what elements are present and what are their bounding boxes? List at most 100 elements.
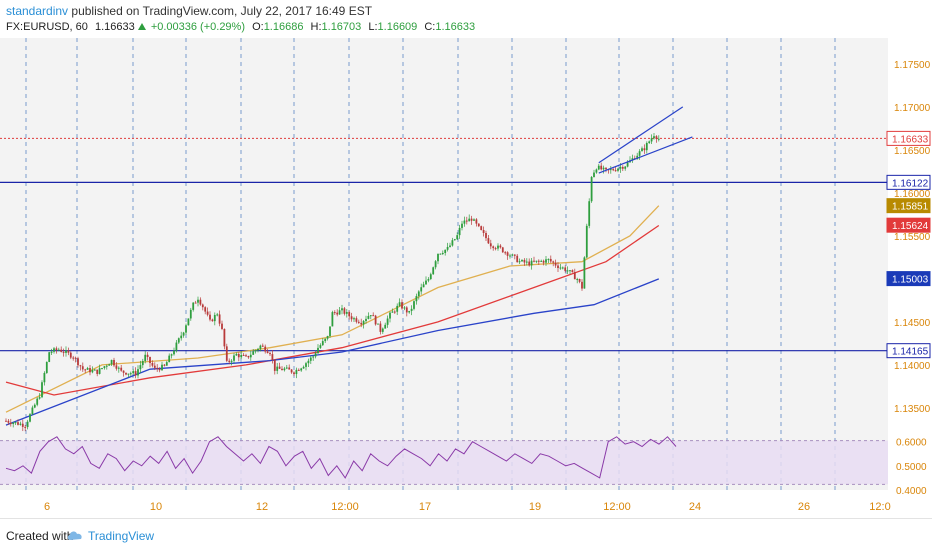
candle-body — [79, 365, 82, 367]
candle-body — [192, 302, 195, 310]
candle-body — [381, 328, 384, 332]
candle-body — [237, 353, 240, 358]
candle-body — [314, 353, 317, 357]
candle-body — [521, 259, 523, 262]
candle-body — [401, 302, 403, 309]
footer: Created with TradingView — [0, 518, 932, 551]
candle-body — [475, 219, 478, 224]
candle-body — [494, 248, 497, 250]
price-label-box — [886, 217, 931, 233]
candle-body — [199, 299, 202, 305]
candle-body — [343, 308, 346, 314]
candle-body — [333, 312, 336, 314]
symbol-label[interactable]: FX:EURUSD, 60 — [6, 21, 88, 33]
price-chart[interactable]: 1.135001.140001.145001.150001.155001.160… — [0, 38, 932, 518]
candles — [5, 132, 660, 432]
candle-body — [511, 254, 514, 256]
candle-body — [170, 354, 173, 356]
candle-body — [403, 307, 406, 309]
candle-body — [153, 365, 156, 368]
candle-body — [600, 165, 603, 170]
candle-body — [338, 310, 341, 315]
candle-body — [72, 357, 75, 359]
candle-body — [38, 397, 41, 399]
candle-body — [182, 332, 185, 336]
candle-body — [266, 351, 269, 354]
candle-body — [602, 167, 605, 170]
candle-body — [566, 270, 569, 272]
candle-body — [631, 158, 634, 161]
candle-body — [523, 259, 526, 263]
high-label: H: — [310, 21, 322, 33]
candle-body — [305, 363, 307, 367]
price-label-box — [886, 343, 931, 359]
candle-body — [386, 318, 389, 325]
candle-body — [413, 301, 415, 309]
candle-body — [216, 314, 219, 316]
candle-body — [36, 398, 39, 405]
candle-body — [259, 345, 262, 349]
candle-body — [230, 360, 233, 362]
candle-body — [372, 315, 375, 317]
price-axis[interactable]: 1.135001.140001.145001.150001.155001.160… — [886, 60, 931, 497]
open-label: O: — [252, 21, 264, 33]
candle-body — [571, 270, 574, 273]
candle-body — [240, 354, 243, 358]
price-tick-label: 1.15500 — [894, 232, 931, 243]
candle-body — [341, 308, 343, 311]
candle-body — [74, 357, 77, 359]
candle-body — [564, 267, 567, 271]
rsi-band — [0, 440, 888, 485]
candle-body — [98, 368, 101, 374]
candle-body — [285, 367, 288, 369]
candle-body — [271, 354, 274, 360]
candle-body — [350, 316, 353, 320]
candle-body — [247, 355, 250, 358]
price-label: 1.14165 — [892, 347, 929, 358]
time-tick-label: 24 — [689, 501, 701, 513]
horizontal-levels — [0, 137, 888, 352]
candle-body — [559, 267, 562, 269]
candle-body — [605, 167, 607, 170]
candle-body — [41, 382, 43, 398]
trend-channel — [598, 106, 693, 174]
price-label: 1.15003 — [892, 275, 929, 286]
candle-body — [158, 368, 161, 371]
candle-body — [477, 223, 480, 227]
candle-body — [249, 354, 252, 358]
candle-body — [561, 267, 564, 269]
candle-body — [655, 136, 658, 139]
candle-body — [245, 355, 247, 357]
candle-body — [93, 369, 96, 371]
candle-body — [535, 260, 538, 262]
candle-body — [557, 265, 559, 269]
candle-body — [225, 346, 228, 361]
tradingview-brand-link[interactable]: TradingView — [88, 529, 155, 543]
candle-body — [444, 249, 447, 253]
price-label-box — [886, 198, 931, 214]
candle-body — [235, 353, 238, 356]
time-axis[interactable]: 6 10 12 12:00 17 19 12:00 24 26 12:0 — [44, 501, 891, 513]
candle-body — [329, 326, 331, 337]
rsi-tick-label: 0.5000 — [896, 462, 927, 473]
candle-body — [614, 170, 617, 172]
candle-body — [312, 356, 315, 358]
price-label-box — [886, 130, 931, 146]
candle-body — [509, 255, 511, 257]
candle-body — [549, 258, 552, 262]
candle-body — [273, 359, 276, 371]
candle-body — [254, 350, 257, 352]
time-tick-label: 6 — [44, 501, 50, 513]
candle-body — [175, 342, 178, 351]
high-value: 1.16703 — [321, 21, 362, 33]
candle-body — [415, 296, 418, 302]
candle-body — [569, 270, 571, 272]
candle-body — [117, 367, 120, 369]
candle-body — [105, 365, 108, 367]
candle-body — [439, 253, 442, 255]
last-price: 1.16633 — [94, 21, 135, 33]
candle-body — [593, 172, 595, 178]
candle-body — [650, 138, 653, 142]
price-tick-label: 1.14500 — [894, 318, 931, 329]
author-link[interactable]: standardinv — [6, 4, 69, 18]
